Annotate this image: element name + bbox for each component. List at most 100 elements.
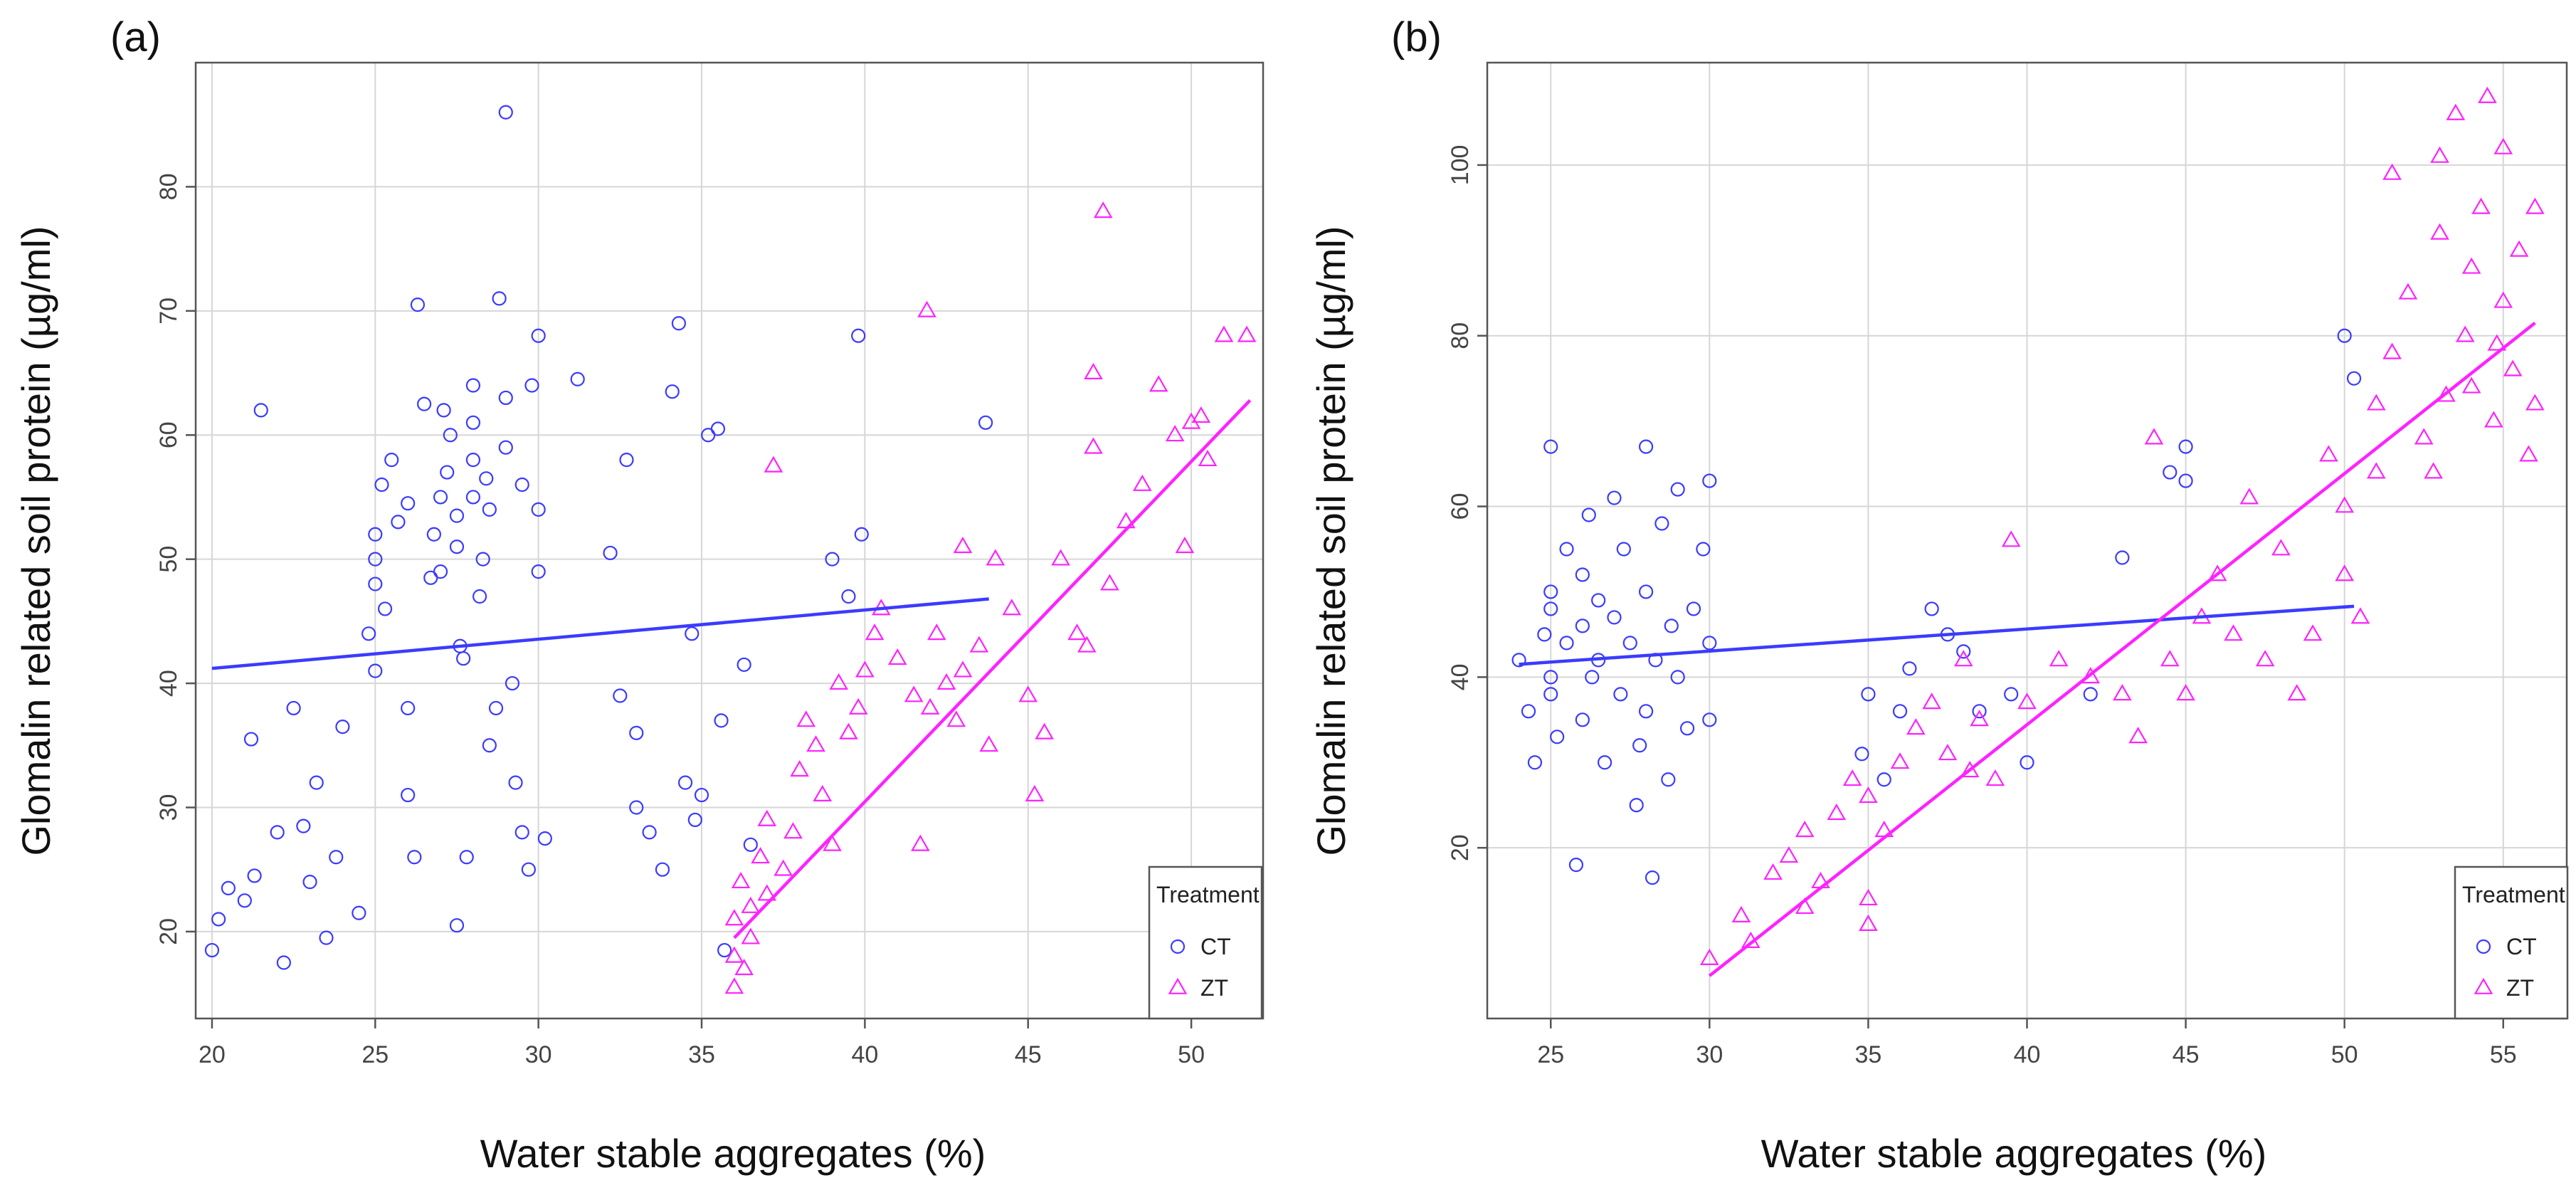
zt-point xyxy=(2335,564,2354,581)
ct-point xyxy=(482,738,497,753)
ct-point xyxy=(401,787,416,803)
ct-point xyxy=(1861,687,1876,702)
ct-point xyxy=(1613,687,1628,702)
ct-point xyxy=(717,942,732,958)
ct-point xyxy=(1702,636,1717,651)
ct-point xyxy=(221,880,236,895)
zt-point xyxy=(2471,197,2491,214)
zt-point xyxy=(731,871,751,889)
zt-point xyxy=(2446,103,2466,120)
zt-point xyxy=(1093,201,1113,219)
ct-point xyxy=(329,850,344,865)
ct-point xyxy=(302,875,317,890)
legend-marker-ct xyxy=(2476,939,2491,954)
x-tick-label: 30 xyxy=(525,1041,552,1068)
ct-point xyxy=(1632,738,1647,753)
zt-point xyxy=(829,673,848,690)
ct-point xyxy=(243,732,259,747)
x-tick-label: 25 xyxy=(361,1041,389,1068)
zt-point xyxy=(2271,539,2291,556)
zt-point xyxy=(936,673,956,690)
ct-point xyxy=(1543,687,1558,702)
legend-label-zt: ZT xyxy=(2506,975,2534,1001)
ct-point xyxy=(361,626,376,641)
ct-point xyxy=(449,918,465,933)
ct-point xyxy=(498,390,513,406)
ct-point xyxy=(211,912,226,927)
zt-point xyxy=(1191,406,1211,423)
zt-point xyxy=(2484,411,2503,428)
x-tick-label: 40 xyxy=(851,1041,878,1068)
x-tick-label: 45 xyxy=(2173,1041,2200,1068)
ct-point xyxy=(514,825,529,840)
zt-point xyxy=(2335,496,2354,513)
zt-point xyxy=(848,697,868,715)
zt-point xyxy=(2287,684,2307,701)
ct-point xyxy=(2337,328,2352,343)
ct-point xyxy=(531,328,546,343)
ct-point xyxy=(1924,601,1939,616)
zt-point xyxy=(2017,693,2037,710)
zt-point xyxy=(1198,449,1218,467)
ct-point xyxy=(1702,712,1717,727)
zt-point xyxy=(2239,488,2259,505)
x-tick-label: 40 xyxy=(2014,1041,2041,1068)
zt-point xyxy=(724,909,744,926)
zt-point xyxy=(2430,223,2449,240)
ct-point xyxy=(685,626,700,641)
zt-point xyxy=(2382,163,2402,180)
y-tick-label: 80 xyxy=(1447,322,1474,349)
legend: Treatment CT ZT xyxy=(1148,865,1263,1020)
legend-title: Treatment xyxy=(1156,882,1260,907)
ct-point xyxy=(276,955,291,970)
ct-point xyxy=(472,589,487,604)
legend-box xyxy=(1148,865,1263,1020)
ct-point xyxy=(352,905,366,920)
zt-point xyxy=(1859,888,1878,906)
x-tick-label: 35 xyxy=(688,1041,715,1068)
ct-point xyxy=(603,545,618,561)
ct-point xyxy=(505,675,520,691)
zt-point xyxy=(2255,650,2275,667)
ct-point xyxy=(391,515,406,530)
zt-point xyxy=(806,735,825,752)
x-tick-label: 20 xyxy=(199,1041,226,1068)
zt-point xyxy=(741,927,761,944)
y-tick-label: 40 xyxy=(155,670,182,697)
zt-point xyxy=(2519,445,2538,462)
ct-point xyxy=(1543,601,1558,616)
ct-point xyxy=(407,850,422,865)
zt-point xyxy=(1795,897,1815,915)
zt-point xyxy=(1985,769,2005,786)
zt-point xyxy=(1779,846,1799,863)
zt-point xyxy=(855,660,875,678)
ct-point xyxy=(479,471,494,486)
legend-label-ct: CT xyxy=(1200,934,1231,959)
y-tick-label: 70 xyxy=(155,298,182,325)
zt-point xyxy=(1175,537,1195,554)
zt-point xyxy=(2509,240,2529,257)
zt-point xyxy=(783,822,803,839)
zt-point xyxy=(2455,325,2475,342)
x-tick-label: 45 xyxy=(1015,1041,1042,1068)
ct-point xyxy=(655,862,670,877)
ct-point xyxy=(1892,704,1908,719)
ct-point xyxy=(1537,627,1552,642)
ct-point xyxy=(629,800,644,815)
y-tick-label: 20 xyxy=(1447,834,1474,861)
ct-point xyxy=(2004,687,2019,702)
ct-point xyxy=(459,850,474,865)
zt-point xyxy=(1025,784,1045,801)
zt-point xyxy=(1002,599,1022,616)
zt-point xyxy=(2366,394,2386,411)
zt-point xyxy=(2478,86,2497,103)
y-axis-title: Glomalin related soil protein (µg/ml) xyxy=(1309,226,1353,856)
y-tick-label: 40 xyxy=(1447,663,1474,690)
series-zt xyxy=(724,201,1257,994)
ct-point xyxy=(1607,610,1622,625)
ct-point xyxy=(1645,870,1660,885)
y-tick-label: 100 xyxy=(1447,145,1474,186)
ct-point xyxy=(2178,473,2193,488)
ct-point xyxy=(374,477,389,493)
ct-point xyxy=(433,490,448,505)
